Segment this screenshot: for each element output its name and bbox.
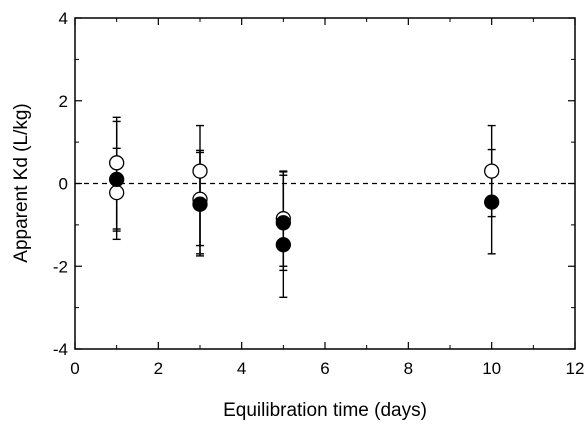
filled-point [109, 171, 125, 188]
open-point [484, 163, 500, 179]
x-tick-label: 12 [566, 359, 585, 378]
filled-point [275, 237, 291, 253]
filled-point [484, 194, 500, 210]
x-axis-label: Equilibration time (days) [223, 400, 427, 421]
y-tick-label: 2 [59, 92, 68, 111]
y-tick-label: -4 [53, 340, 68, 359]
y-tick-label: -2 [53, 257, 68, 276]
x-tick-label: 0 [70, 359, 79, 378]
open-point [109, 184, 125, 201]
x-tick-label: 10 [482, 359, 501, 378]
filled-point [275, 215, 291, 231]
open-point [192, 163, 208, 179]
y-tick-label: 4 [59, 9, 68, 28]
error-bars [112, 116, 496, 298]
y-tick-label: 0 [59, 175, 68, 194]
open-point [109, 155, 125, 171]
y-axis-label: Apparent Kd (L/kg) [11, 103, 32, 262]
axes: 0 2 4 6 8 10 12 -4 -2 0 2 4 [53, 9, 585, 378]
x-tick-label: 4 [237, 359, 246, 378]
x-tick-label: 6 [320, 359, 329, 378]
data-markers [109, 155, 500, 253]
x-tick-label: 8 [404, 359, 413, 378]
filled-point [192, 196, 208, 212]
x-tick-label: 2 [154, 359, 163, 378]
